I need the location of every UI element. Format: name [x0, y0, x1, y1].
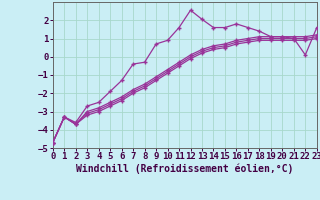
- X-axis label: Windchill (Refroidissement éolien,°C): Windchill (Refroidissement éolien,°C): [76, 164, 293, 174]
